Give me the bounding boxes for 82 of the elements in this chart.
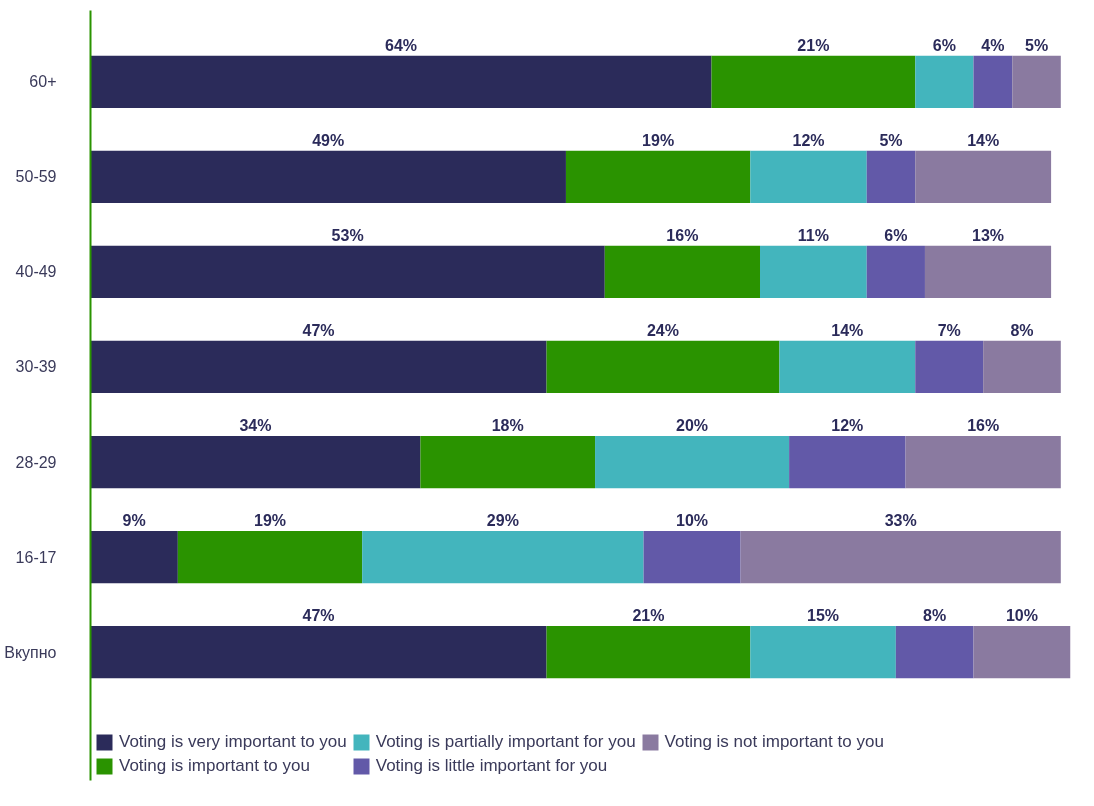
bar bbox=[90, 150, 566, 203]
bar bbox=[90, 340, 547, 394]
data-label: 10% bbox=[1005, 607, 1038, 625]
data-label: 7% bbox=[937, 321, 961, 339]
data-label: 18% bbox=[491, 417, 524, 434]
bar bbox=[546, 340, 780, 394]
bar bbox=[1012, 55, 1061, 108]
bar bbox=[924, 245, 1052, 299]
bar bbox=[546, 626, 751, 679]
y-tick-label: 50-59 bbox=[15, 168, 57, 186]
bar bbox=[420, 435, 596, 489]
data-label: 33% bbox=[884, 512, 917, 530]
data-label: 19% bbox=[642, 131, 675, 149]
bar bbox=[866, 150, 916, 203]
data-label: 21% bbox=[797, 36, 830, 54]
data-label: 6% bbox=[884, 226, 908, 244]
bar bbox=[789, 435, 906, 489]
data-label: 16% bbox=[666, 226, 699, 244]
data-label: 8% bbox=[923, 607, 947, 625]
bar bbox=[90, 435, 421, 489]
bar bbox=[177, 530, 363, 584]
data-label: 20% bbox=[676, 417, 709, 434]
bar bbox=[90, 530, 178, 584]
bar bbox=[760, 245, 867, 299]
data-label: 47% bbox=[302, 607, 335, 625]
bar bbox=[915, 55, 974, 108]
data-label: 64% bbox=[384, 36, 418, 54]
data-label: 4% bbox=[981, 36, 1005, 54]
data-label: 11% bbox=[797, 226, 829, 244]
data-label: 21% bbox=[632, 607, 665, 625]
bar bbox=[711, 55, 916, 108]
bar bbox=[973, 55, 1013, 108]
bar bbox=[983, 340, 1061, 394]
data-label: 12% bbox=[831, 417, 864, 434]
data-label: 34% bbox=[239, 417, 272, 434]
bar bbox=[90, 55, 712, 108]
bar bbox=[595, 435, 790, 489]
y-tick-label: Вкупно bbox=[4, 643, 57, 661]
bar bbox=[565, 150, 751, 203]
data-label: 6% bbox=[932, 36, 956, 54]
bar bbox=[604, 245, 760, 299]
bar bbox=[779, 340, 916, 394]
bar bbox=[905, 435, 1061, 489]
bar bbox=[915, 340, 984, 394]
data-label: 15% bbox=[807, 607, 840, 625]
legend-label: Voting is partially important for you bbox=[375, 732, 636, 752]
data-label: 14% bbox=[967, 131, 1000, 149]
data-label: 29% bbox=[486, 512, 519, 530]
data-label: 47% bbox=[302, 321, 335, 339]
bar bbox=[362, 530, 644, 584]
y-tick-label: 60+ bbox=[29, 73, 57, 91]
data-label: 24% bbox=[646, 321, 679, 339]
bar bbox=[750, 150, 867, 203]
legend-label: Voting is not important to you bbox=[664, 732, 884, 752]
bar bbox=[740, 530, 1061, 584]
data-label: 10% bbox=[676, 512, 709, 530]
data-label: 19% bbox=[253, 512, 287, 530]
bar bbox=[895, 626, 974, 679]
bar bbox=[866, 245, 925, 299]
legend-label: Voting is important to you bbox=[119, 756, 310, 776]
y-tick-label: 16-17 bbox=[15, 548, 57, 566]
bar bbox=[643, 530, 741, 584]
bar bbox=[750, 626, 896, 679]
legend-label: Voting is very important to you bbox=[119, 732, 347, 752]
y-tick-label: 40-49 bbox=[15, 263, 57, 281]
data-label: 5% bbox=[879, 131, 903, 149]
y-tick-label: 28-29 bbox=[15, 453, 57, 471]
data-label: 13% bbox=[972, 226, 1005, 244]
bar bbox=[973, 626, 1071, 679]
bar bbox=[90, 245, 605, 299]
data-label: 49% bbox=[312, 131, 345, 149]
legend-label: Voting is little important for you bbox=[375, 756, 608, 776]
data-label: 14% bbox=[831, 321, 864, 339]
data-label: 12% bbox=[792, 131, 825, 149]
data-label: 16% bbox=[967, 417, 1000, 434]
data-label: 9% bbox=[122, 512, 146, 530]
data-label: 8% bbox=[1010, 321, 1034, 339]
data-label: 53% bbox=[331, 226, 364, 244]
bar bbox=[90, 626, 547, 679]
bar bbox=[915, 150, 1052, 203]
y-tick-label: 30-39 bbox=[15, 358, 57, 376]
data-label: 5% bbox=[1024, 36, 1049, 54]
